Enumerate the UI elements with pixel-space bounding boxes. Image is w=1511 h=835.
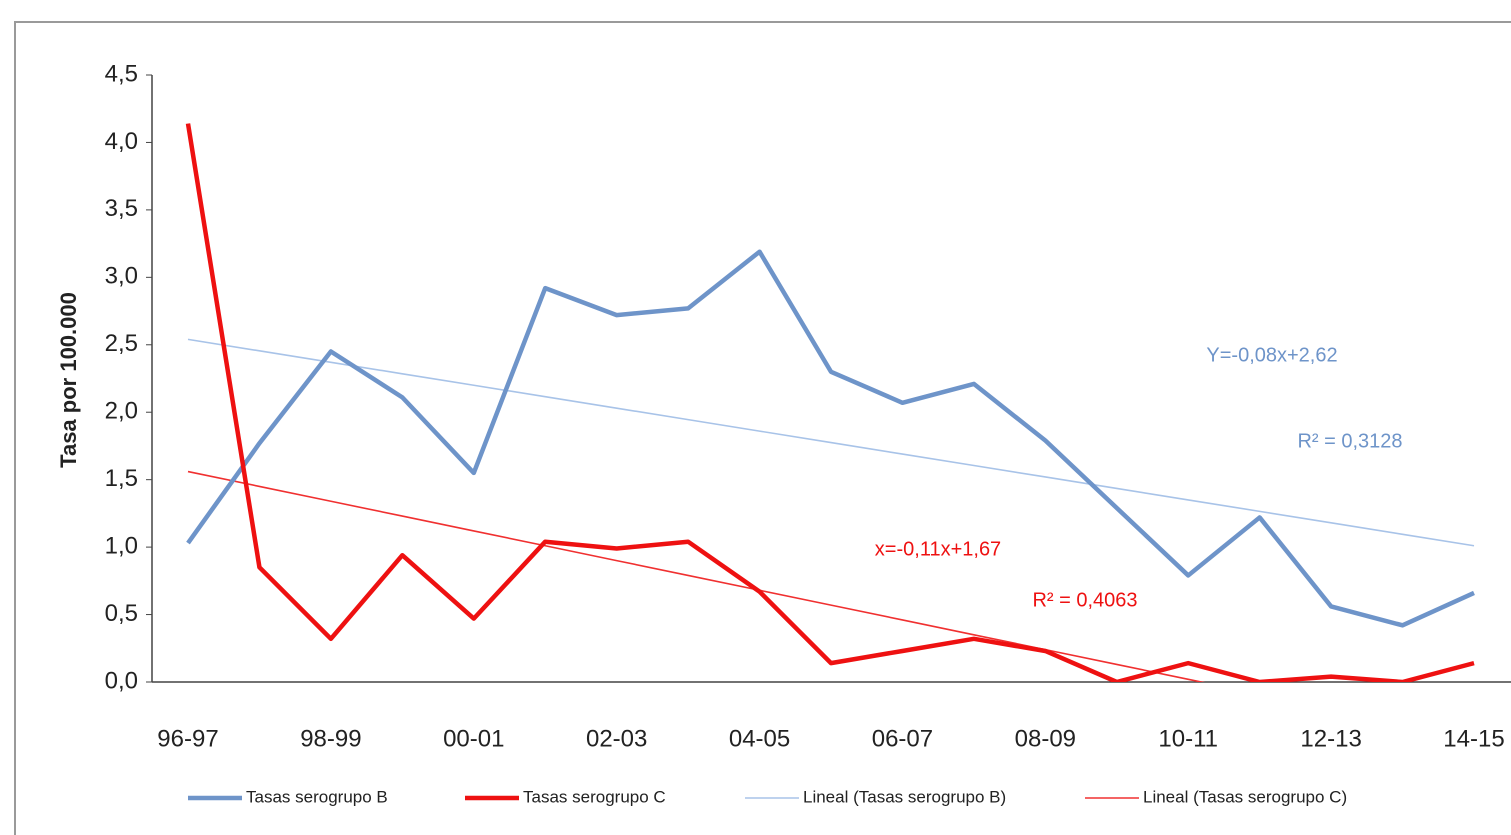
y-tick-label: 0,0	[105, 667, 138, 694]
chart-frame	[14, 21, 1511, 835]
legend-label: Lineal (Tasas serogrupo B)	[803, 787, 1006, 806]
y-axis-label: Tasa por 100.000	[56, 292, 81, 468]
y-tick-label: 4,0	[105, 128, 138, 155]
series-line	[186, 249, 1475, 628]
trend-line	[187, 338, 1475, 547]
x-tick-label: 14-15	[1443, 725, 1504, 752]
y-tick-label: 0,5	[105, 600, 138, 627]
y-tick-label: 3,0	[105, 263, 138, 290]
annotation: Y=-0,08x+2,62	[1206, 344, 1337, 366]
annotation: R² = 0,3128	[1297, 430, 1402, 452]
annotation: x=-0,11x+1,67	[875, 538, 1001, 560]
x-tick-label: 96-97	[157, 725, 218, 752]
x-tick-label: 00-01	[443, 725, 504, 752]
x-tick-label: 02-03	[586, 725, 647, 752]
legend: Tasas serogrupo B Tasas serogrupo C Lineal…	[188, 787, 1347, 806]
y-tick-label: 1,5	[105, 465, 138, 492]
x-tick-label: 04-05	[729, 725, 790, 752]
x-tick-label: 08-09	[1015, 725, 1076, 752]
legend-label: Tasas serogrupo C	[523, 787, 666, 806]
x-tick-label: 10-11	[1158, 725, 1218, 752]
x-tick-label: 06-07	[872, 725, 933, 752]
series-line	[185, 123, 1475, 682]
y-tick-label: 4,5	[105, 60, 138, 87]
annotation: R² = 0,4063	[1032, 589, 1137, 611]
y-tick-label: 2,5	[105, 330, 138, 357]
y-tick-label: 3,5	[105, 195, 138, 222]
x-tick-label: 12-13	[1300, 725, 1361, 752]
legend-label: Tasas serogrupo B	[246, 787, 388, 806]
legend-label: Lineal (Tasas serogrupo C)	[1143, 787, 1347, 806]
x-tick-label: 98-99	[300, 725, 361, 752]
y-tick-label: 2,0	[105, 398, 138, 425]
plot-area	[185, 123, 1475, 682]
trend-line	[187, 470, 1206, 682]
y-tick-label: 1,0	[105, 532, 138, 559]
